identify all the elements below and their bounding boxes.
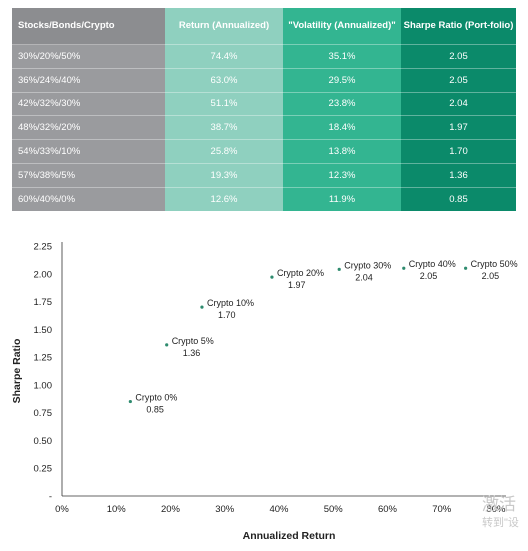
data-point <box>270 275 274 279</box>
cell-sharpe: 2.05 <box>401 67 516 93</box>
data-point <box>464 266 468 270</box>
header-sharpe: Sharpe Ratio (Port-folio) <box>401 8 516 45</box>
cell-return: 25.8% <box>165 139 283 164</box>
data-point-value: 1.97 <box>288 280 306 290</box>
cell-volatility: 13.8% <box>283 139 401 164</box>
data-point <box>165 343 169 347</box>
cell-volatility: 11.9% <box>283 186 401 211</box>
y-tick-label: 2.00 <box>34 269 53 280</box>
data-point <box>200 305 204 309</box>
data-point-value: 1.36 <box>183 348 201 358</box>
x-tick-label: 20% <box>161 504 181 515</box>
data-point-label: Crypto 40% <box>409 259 456 269</box>
cell-return: 63.0% <box>165 67 283 93</box>
cell-return: 51.1% <box>165 91 283 116</box>
table-header-row: Stocks/Bonds/Crypto Return (Annualized) … <box>12 8 516 45</box>
data-point-value: 2.05 <box>420 271 438 281</box>
data-point-label: Crypto 5% <box>172 336 214 346</box>
cell-volatility: 35.1% <box>283 44 401 69</box>
sharpe-scatter-chart: - 0.25 0.50 0.75 1.00 1.25 1.50 1.75 2.00 2.25 0% 1… <box>0 236 528 546</box>
table-row: 54%/33%/10% 25.8% 13.8% 1.70 <box>12 139 516 164</box>
x-tick-label: 10% <box>107 504 127 515</box>
data-point <box>402 266 406 270</box>
data-point-label: Crypto 30% <box>344 260 391 270</box>
cell-allocation: 57%/38%/5% <box>12 162 165 188</box>
cell-sharpe: 1.97 <box>401 115 516 140</box>
cell-sharpe: 2.05 <box>401 44 516 69</box>
cell-volatility: 23.8% <box>283 91 401 116</box>
table-row: 42%/32%/30% 51.1% 23.8% 2.04 <box>12 91 516 116</box>
header-allocation: Stocks/Bonds/Crypto <box>12 8 165 45</box>
x-tick-label: 40% <box>269 504 289 515</box>
y-tick-label: 0.50 <box>34 436 53 447</box>
data-point-value: 0.85 <box>146 405 164 415</box>
cell-return: 12.6% <box>165 186 283 211</box>
cell-allocation: 30%/20%/50% <box>12 44 165 69</box>
data-point-label: Crypto 0% <box>135 393 177 403</box>
y-tick-label: 2.25 <box>34 242 53 253</box>
x-tick-label: 50% <box>324 504 344 515</box>
table-row: 30%/20%/50% 74.4% 35.1% 2.05 <box>12 44 516 69</box>
table-row: 57%/38%/5% 19.3% 12.3% 1.36 <box>12 162 516 188</box>
x-axis-title: Annualized Return <box>243 530 336 542</box>
y-tick-label: - <box>49 492 52 503</box>
data-point <box>337 267 341 271</box>
data-point-label: Crypto 10% <box>207 298 254 308</box>
x-tick-label: 0% <box>55 504 69 515</box>
table-row: 60%/40%/0% 12.6% 11.9% 0.85 <box>12 186 516 211</box>
cell-allocation: 60%/40%/0% <box>12 186 165 211</box>
y-tick-label: 1.25 <box>34 353 53 364</box>
x-tick-label: 60% <box>378 504 398 515</box>
cell-allocation: 36%/24%/40% <box>12 67 165 93</box>
chart-svg: - 0.25 0.50 0.75 1.00 1.25 1.50 1.75 2.00 2.25 0% 1… <box>11 242 518 543</box>
table-row: 48%/32%/20% 38.7% 18.4% 1.97 <box>12 115 516 140</box>
cell-volatility: 18.4% <box>283 115 401 140</box>
data-point-label: Crypto 20% <box>277 268 324 278</box>
y-tick-label: 1.00 <box>34 380 53 391</box>
cell-allocation: 42%/32%/30% <box>12 91 165 116</box>
cell-sharpe: 2.04 <box>401 91 516 116</box>
cell-volatility: 29.5% <box>283 67 401 93</box>
cell-sharpe: 0.85 <box>401 186 516 211</box>
cell-allocation: 48%/32%/20% <box>12 115 165 140</box>
portfolio-table: Stocks/Bonds/Crypto Return (Annualized) … <box>12 8 516 211</box>
cell-return: 38.7% <box>165 115 283 140</box>
watermark-line1: 激活 <box>482 495 516 514</box>
cell-sharpe: 1.36 <box>401 162 516 188</box>
activation-watermark: 激活 转到"设 <box>482 496 528 532</box>
data-point-value: 1.70 <box>218 310 236 320</box>
header-volatility: "Volatility (Annualized)" <box>283 8 401 45</box>
y-tick-label: 0.75 <box>34 408 53 419</box>
data-point <box>128 399 132 404</box>
header-return: Return (Annualized) <box>165 8 283 45</box>
data-point-value: 2.05 <box>482 271 500 281</box>
y-tick-label: 1.50 <box>34 325 53 336</box>
watermark-line2: 转到"设 <box>482 517 519 529</box>
cell-return: 19.3% <box>165 162 283 188</box>
cell-sharpe: 1.70 <box>401 139 516 164</box>
cell-return: 74.4% <box>165 44 283 69</box>
y-axis-title: Sharpe Ratio <box>11 339 23 404</box>
x-tick-label: 30% <box>215 504 235 515</box>
table-row: 36%/24%/40% 63.0% 29.5% 2.05 <box>12 67 516 93</box>
y-tick-label: 0.25 <box>34 464 53 475</box>
data-point-value: 2.04 <box>355 272 373 282</box>
x-tick-label: 70% <box>432 504 452 515</box>
y-tick-label: 1.75 <box>34 297 53 308</box>
portfolio-table-container: Stocks/Bonds/Crypto Return (Annualized) … <box>12 8 516 211</box>
x-tick-label: 80% <box>486 504 506 515</box>
cell-volatility: 12.3% <box>283 162 401 188</box>
data-point-label: Crypto 50% <box>471 259 518 269</box>
cell-allocation: 54%/33%/10% <box>12 139 165 164</box>
